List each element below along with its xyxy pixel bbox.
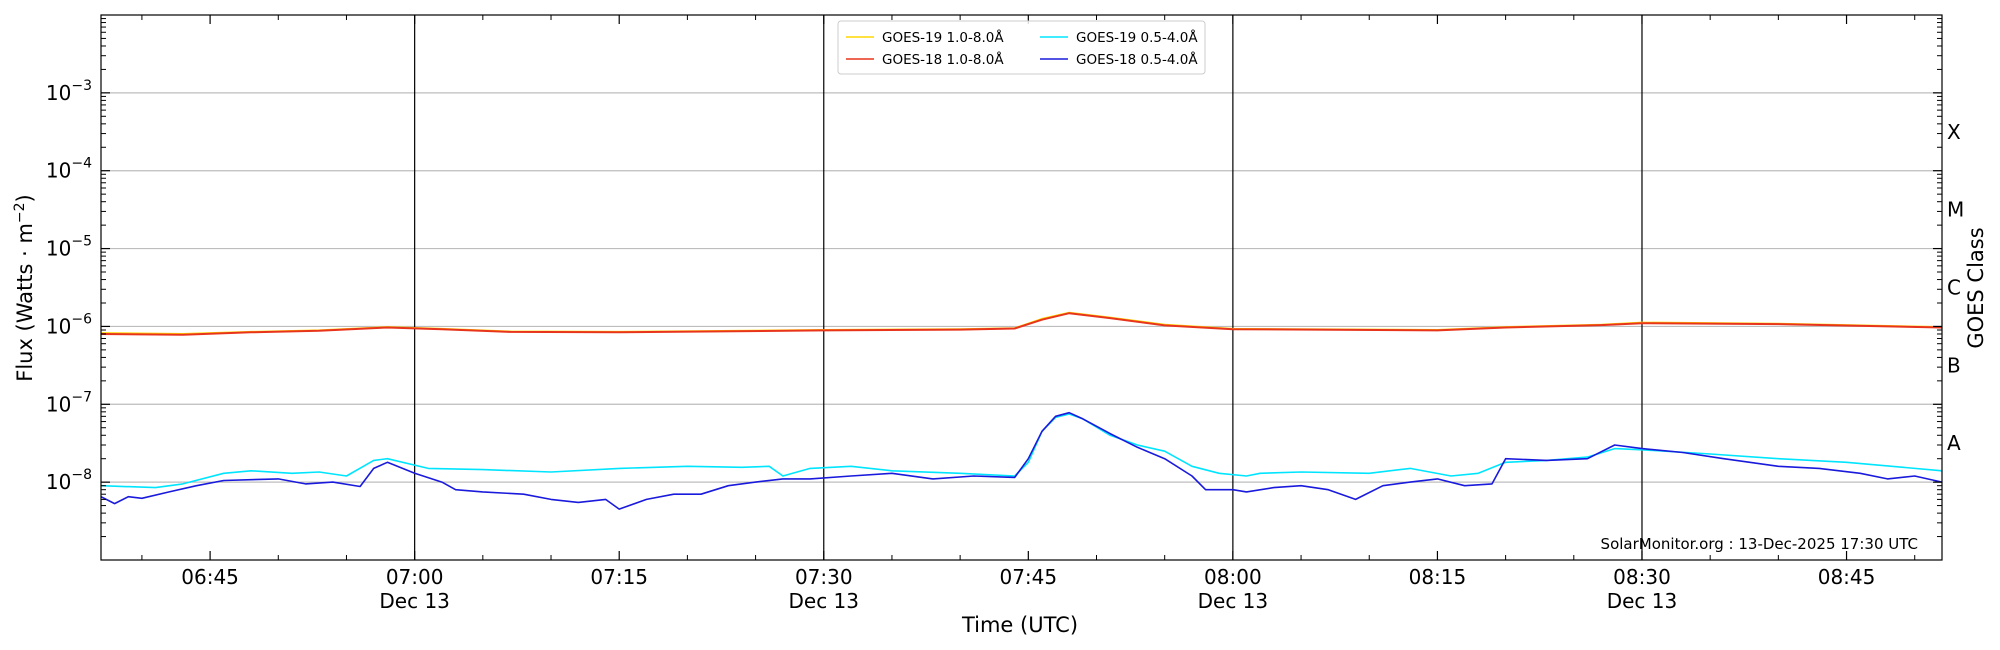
goes-class-label-c: C [1947, 276, 1961, 300]
y-tick-label-4: 10−4 [46, 156, 92, 183]
legend-label-3: GOES-18 0.5-4.0Å [1076, 51, 1198, 68]
plot-frame [100, 14, 1943, 561]
legend-box [837, 20, 1206, 75]
x-tick-sublabel-3: Dec 13 [789, 589, 860, 613]
x-tick-label-6: 08:15 [1409, 565, 1467, 589]
legend-label-2: GOES-19 0.5-4.0Å [1076, 29, 1198, 46]
y-axis-title-exp: −2 [12, 202, 28, 223]
x-tick-label-3: 07:30 [795, 565, 853, 589]
x-tick-label-0: 06:45 [181, 565, 239, 589]
y-axis-title: Flux (Watts · m−2) [12, 194, 37, 382]
x-tick-sublabel-7: Dec 13 [1607, 589, 1678, 613]
goes-class-label-b: B [1947, 353, 1961, 377]
x-tick-label-1: 07:00 [386, 565, 444, 589]
x-tick-sublabel-1: Dec 13 [379, 589, 450, 613]
goes-class-label-a: A [1947, 431, 1961, 455]
y-tick-label-3: 10−5 [46, 234, 92, 261]
x-tick-label-8: 08:45 [1818, 565, 1876, 589]
goes-class-label-m: M [1947, 198, 1964, 222]
legend: GOES-19 1.0-8.0Å GOES-19 0.5-4.0Å GOES-18 … [837, 20, 1206, 75]
horizontal-grid [101, 92, 1942, 483]
goes-class-label-x: X [1947, 120, 1961, 144]
y-tick-label-5: 10−3 [46, 78, 92, 105]
goes-class-axis-title: GOES Class [1964, 227, 1988, 348]
x-tick-label-7: 08:30 [1613, 565, 1671, 589]
x-axis-title: Time (UTC) [961, 613, 1078, 637]
series-line-1 [100, 312, 1943, 336]
series-line-3 [100, 411, 1943, 510]
y-tick-label-2: 10−6 [46, 311, 92, 338]
legend-label-0: GOES-19 1.0-8.0Å [882, 29, 1004, 46]
x-tick-label-4: 07:45 [999, 565, 1057, 589]
x-tick-sublabel-5: Dec 13 [1198, 589, 1269, 613]
day-boundary-lines [414, 15, 1643, 560]
legend-label-1: GOES-18 1.0-8.0Å [882, 51, 1004, 68]
y-tick-label-0: 10−8 [46, 467, 92, 494]
y-tick-label-1: 10−7 [46, 389, 92, 416]
credit-text: SolarMonitor.org : 13-Dec-2025 17:30 UTC [1601, 535, 1918, 553]
x-tick-label-2: 07:15 [590, 565, 648, 589]
flux-series [100, 311, 1943, 510]
x-tick-label-5: 08:00 [1204, 565, 1262, 589]
